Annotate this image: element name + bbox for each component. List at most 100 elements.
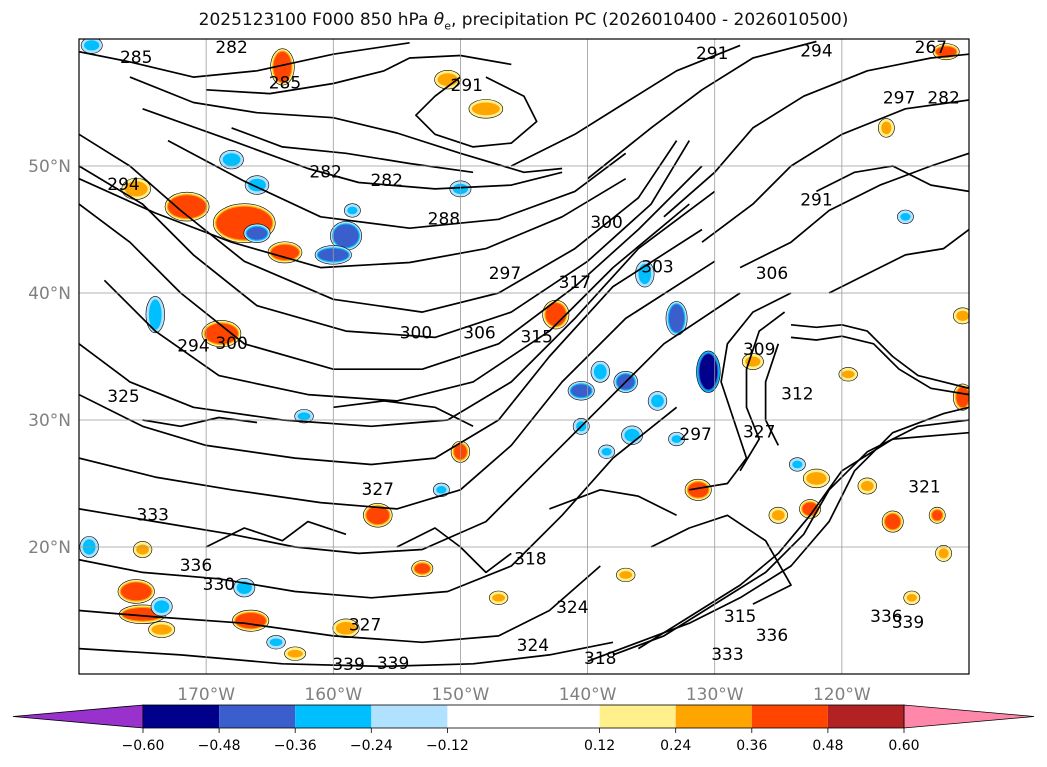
- precip-cell: [952, 307, 969, 325]
- contour-line: [587, 40, 817, 180]
- contour-label: 336: [756, 626, 788, 646]
- precip-cell: [117, 579, 155, 604]
- contour-label: 294: [800, 42, 832, 62]
- contour-line: [828, 228, 969, 294]
- colorbar-segment: [675, 705, 752, 728]
- contour-line: [103, 203, 690, 402]
- precip-cell: [148, 621, 176, 638]
- precip-cell: [897, 209, 914, 224]
- precip-cell: [468, 99, 504, 119]
- precip-cell: [877, 118, 895, 138]
- colorbar-segment: [371, 705, 448, 728]
- colorbar-extend-high: [903, 704, 1035, 729]
- contour-line: [415, 76, 538, 148]
- contour-label: 330: [203, 575, 235, 595]
- colorbar-tick-label: 0.60: [888, 738, 919, 754]
- contour-label: 315: [520, 327, 552, 347]
- precip-cell: [903, 590, 921, 605]
- contour-label: 309: [743, 340, 775, 360]
- precip-cell: [768, 506, 788, 524]
- colorbar-segment: [295, 705, 372, 728]
- contour-label: 327: [362, 480, 394, 500]
- x-tick-label: 140°W: [559, 685, 617, 705]
- colorbar-tick-label: 0.48: [812, 738, 843, 754]
- precip-cell: [201, 320, 242, 348]
- colorbar-tick-label: −0.60: [122, 738, 165, 754]
- precip-cell: [567, 381, 595, 401]
- precip-cell: [668, 431, 685, 447]
- contour-label: 327: [349, 616, 381, 636]
- contour-label: 327: [743, 423, 775, 443]
- contour-label: 318: [514, 550, 546, 570]
- contour-line: [79, 140, 691, 339]
- contour-label: 336: [870, 607, 902, 627]
- contour-label: 324: [556, 598, 588, 618]
- contour-label: 267: [915, 38, 947, 58]
- precip-cell: [838, 367, 858, 382]
- colorbar-tick-label: −0.24: [350, 738, 393, 754]
- chart-title: 2025123100 F000 850 hPa θe, precipitatio…: [0, 10, 1047, 32]
- contour-label: 300: [590, 213, 622, 233]
- colorbar-segment: [447, 705, 600, 728]
- precip-cell: [270, 48, 295, 86]
- precip-cell: [145, 296, 165, 334]
- precip-cell: [267, 241, 303, 264]
- colorbar-tick-label: −0.36: [274, 738, 317, 754]
- colorbar-tick-label: 0.24: [660, 738, 691, 754]
- contour-label: 321: [908, 477, 940, 497]
- contour-label: 297: [489, 264, 521, 284]
- contour-label: 300: [215, 334, 247, 354]
- contour-label: 291: [696, 44, 728, 64]
- x-tick-label: 130°W: [686, 685, 744, 705]
- contour-label: 339: [332, 655, 364, 675]
- map-frame: [78, 38, 970, 675]
- graticule: [79, 39, 969, 674]
- contour-line: [129, 76, 563, 174]
- contour-label: 339: [892, 613, 924, 633]
- contour-line: [689, 292, 792, 491]
- contour-line: [739, 152, 969, 269]
- precip-cell: [164, 191, 210, 222]
- contour-label: 315: [724, 607, 756, 627]
- contour-labels: 282 285 285 291 282 282 288 294 300 297 317 303 306 3…: [107, 38, 960, 675]
- contour-line: [333, 400, 474, 428]
- contour-label: 312: [781, 385, 813, 405]
- precip-cell: [232, 609, 270, 632]
- contour-label: 297: [679, 425, 711, 445]
- contour-label: 324: [517, 636, 549, 656]
- contour-line: [231, 127, 474, 174]
- contour-label: 336: [180, 556, 212, 576]
- contour-label: 303: [641, 258, 673, 278]
- contour-line: [79, 641, 614, 668]
- colorbar-outline: [142, 704, 905, 729]
- contour-label: 282: [927, 89, 959, 109]
- title-theta-symbol: θ: [433, 10, 445, 30]
- y-tick-label: 40°N: [28, 284, 71, 304]
- contour-label: 306: [463, 324, 495, 344]
- contour-line: [549, 488, 677, 517]
- contour-line: [142, 107, 563, 190]
- precip-cell: [266, 635, 286, 650]
- precip-cell: [121, 177, 151, 200]
- precip-cell: [150, 597, 173, 617]
- precip-cell: [799, 499, 821, 519]
- contour-line: [79, 228, 703, 466]
- y-axis-tick-labels: 20°N 30°N 40°N 50°N: [28, 157, 71, 558]
- colorbar-segment: [751, 705, 828, 728]
- contour-label: 294: [177, 336, 209, 356]
- contour-line: [79, 133, 678, 313]
- contour-line: [790, 335, 969, 396]
- colorbar-segment: [143, 705, 220, 728]
- precip-cell: [488, 590, 509, 605]
- contour-line: [764, 343, 780, 446]
- contour-label: 282: [370, 171, 402, 191]
- contour-label: 306: [756, 264, 788, 284]
- x-tick-label: 150°W: [432, 685, 490, 705]
- y-tick-label: 50°N: [28, 157, 71, 177]
- precip-cell: [80, 39, 103, 54]
- contour-label: 282: [215, 38, 247, 58]
- contour-label: 288: [428, 209, 460, 229]
- precip-cell: [935, 544, 952, 562]
- precip-cell: [952, 383, 969, 411]
